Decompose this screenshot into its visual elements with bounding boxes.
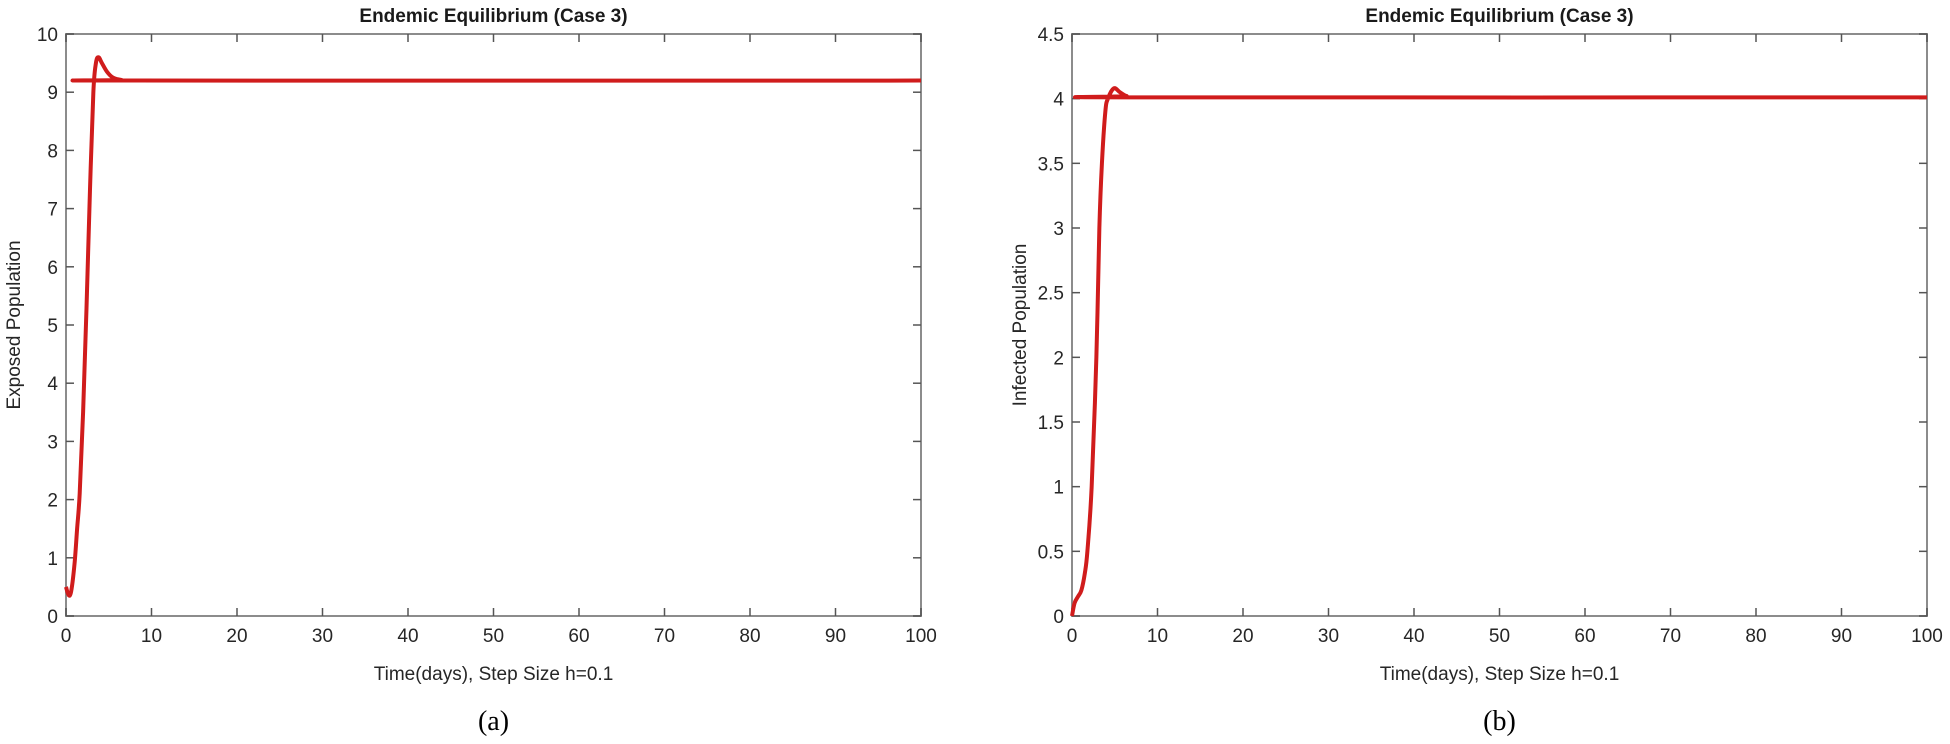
x-tick-label: 10	[141, 626, 162, 647]
x-tick-label: 90	[1831, 626, 1852, 647]
y-tick-label: 1	[1053, 478, 1064, 499]
y-tick-label: 5	[47, 316, 58, 337]
x-tick-label: 50	[1489, 626, 1510, 647]
panel-label: (b)	[1483, 706, 1516, 737]
y-tick-label: 1.5	[1038, 413, 1064, 434]
data-line	[1070, 86, 1928, 617]
y-tick-label: 4	[1053, 90, 1064, 111]
y-tick-label: 3	[1053, 219, 1064, 240]
x-tick-label: 30	[312, 626, 333, 647]
x-tick-label: 60	[568, 626, 589, 647]
x-tick-label: 80	[739, 626, 760, 647]
x-tick-label: 0	[1067, 626, 1078, 647]
x-tick-label: 80	[1745, 626, 1766, 647]
y-tick-label: 8	[47, 141, 58, 162]
y-tick-label: 1	[47, 549, 58, 570]
x-tick-label: 0	[61, 626, 72, 647]
x-tick-label: 20	[1232, 626, 1253, 647]
chart-title: Endemic Equilibrium (Case 3)	[359, 6, 627, 27]
chart-panel-a: 0 10 20 30 40 50 60 70 80 90 100 0 1 2 3 4 5 6 7 8 9 10 Endemi…	[4, 6, 937, 737]
y-axis-label: Infected Population	[1010, 244, 1031, 407]
x-tick-label: 50	[483, 626, 504, 647]
x-tick-label: 90	[825, 626, 846, 647]
y-tick-label: 3	[47, 432, 58, 453]
y-tick-label: 10	[37, 25, 58, 46]
y-tick-label: 2	[1053, 348, 1064, 369]
x-tick-label: 40	[397, 626, 418, 647]
x-tick-label: 100	[905, 626, 937, 647]
y-tick-label: 2.5	[1038, 284, 1064, 305]
x-tick-label: 70	[1660, 626, 1681, 647]
x-tick-label: 20	[226, 626, 247, 647]
y-tick-label: 0.5	[1038, 542, 1064, 563]
x-axis-label: Time(days), Step Size h=0.1	[1380, 664, 1620, 685]
panel-label: (a)	[478, 706, 509, 737]
y-tick-label: 7	[47, 200, 58, 221]
chart-title: Endemic Equilibrium (Case 3)	[1365, 6, 1633, 27]
x-tick-label: 70	[654, 626, 675, 647]
x-axis-label: Time(days), Step Size h=0.1	[374, 664, 614, 685]
x-tick-label: 10	[1147, 626, 1168, 647]
plot-area	[1071, 33, 1928, 617]
y-tick-label: 9	[47, 83, 58, 104]
y-tick-label: 6	[47, 258, 58, 279]
y-tick-label: 0	[47, 607, 58, 628]
x-tick-label: 100	[1911, 626, 1943, 647]
x-tick-label: 30	[1318, 626, 1339, 647]
x-tick-label: 60	[1574, 626, 1595, 647]
plot-area	[65, 33, 922, 617]
y-axis-label: Exposed Population	[4, 240, 25, 409]
y-tick-label: 4	[47, 374, 58, 395]
x-tick-label: 40	[1403, 626, 1424, 647]
y-tick-label: 3.5	[1038, 154, 1064, 175]
y-tick-label: 4.5	[1038, 25, 1064, 46]
chart-panel-b: 0 10 20 30 40 50 60 70 80 90 100 0 0.5 1 1.5 2 2.5 3 3.5 4 4…	[1010, 6, 1943, 737]
y-tick-label: 2	[47, 491, 58, 512]
y-tick-label: 0	[1053, 607, 1064, 628]
data-line	[64, 55, 922, 598]
